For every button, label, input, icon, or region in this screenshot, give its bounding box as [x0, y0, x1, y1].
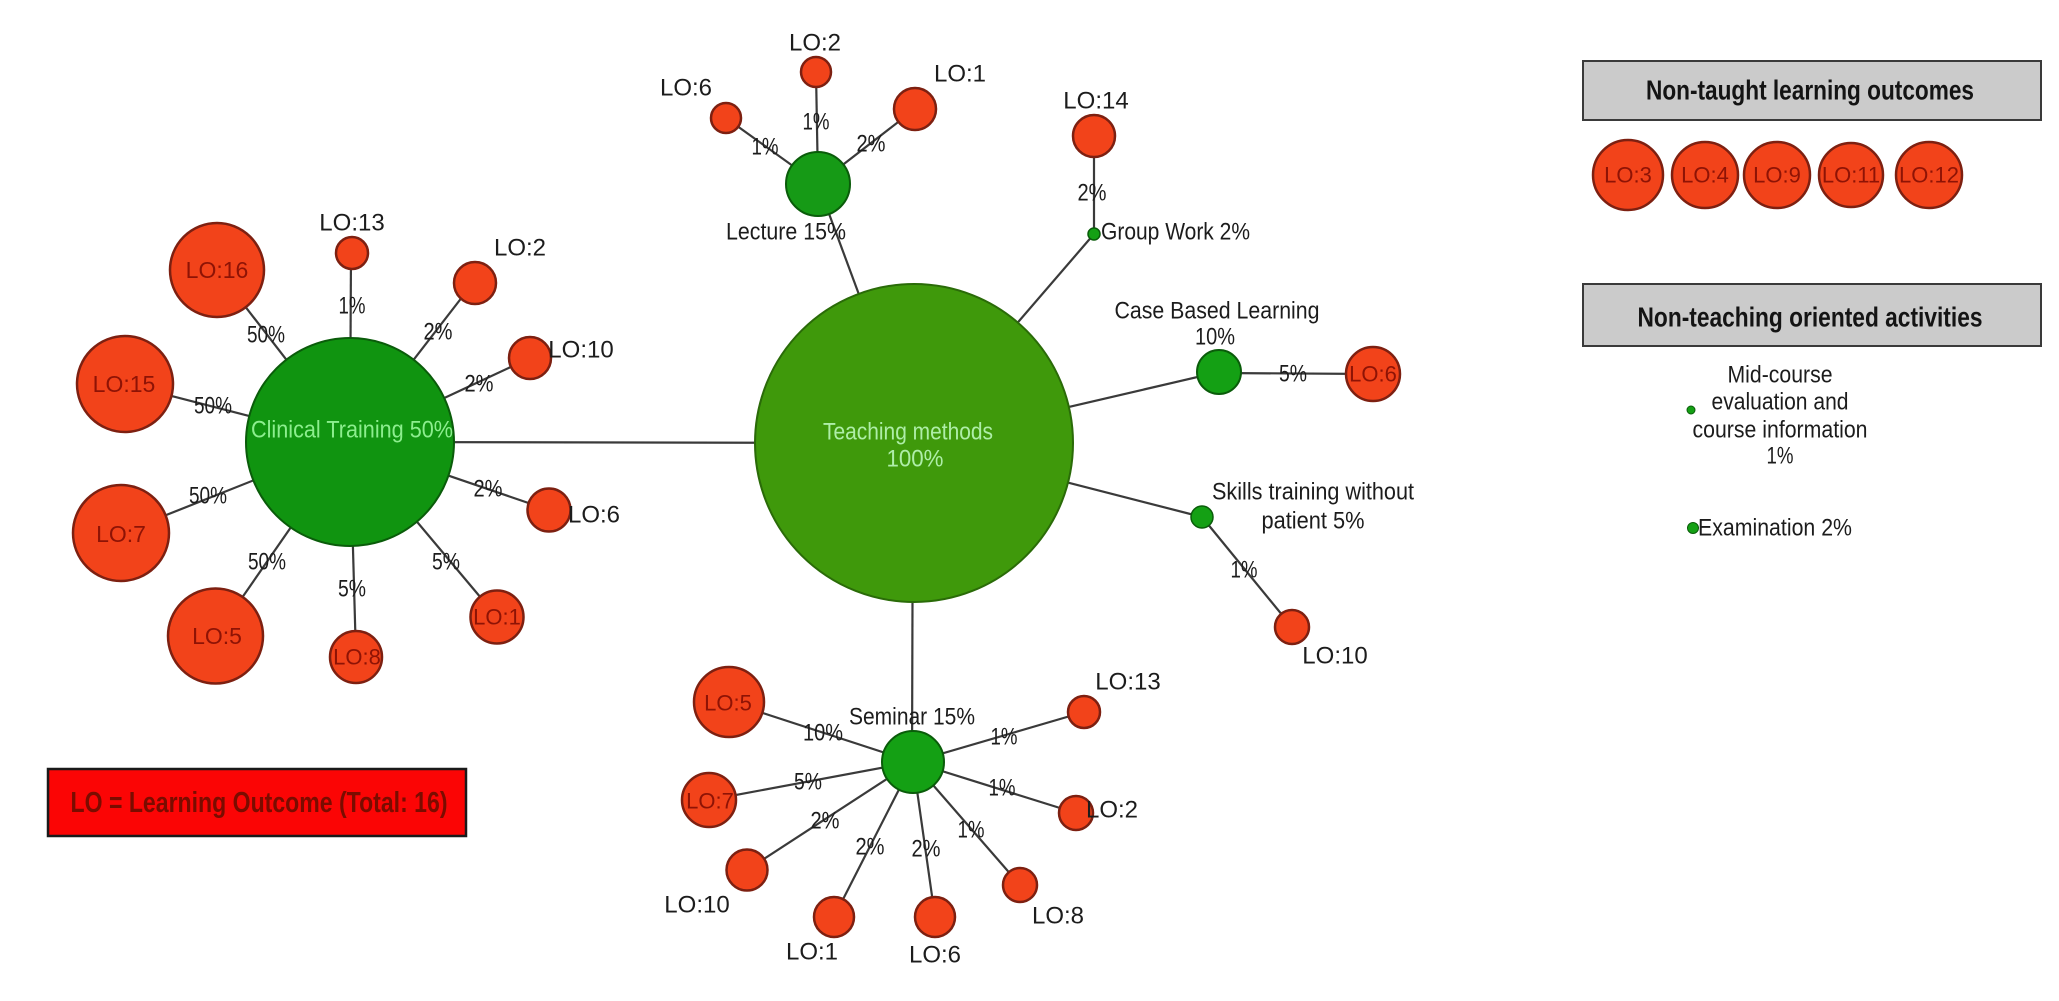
- svg-text:Skills training without: Skills training without: [1212, 479, 1414, 506]
- svg-text:LO:10: LO:10: [1302, 643, 1367, 670]
- svg-text:5%: 5%: [1279, 361, 1307, 388]
- svg-text:LO:4: LO:4: [1681, 163, 1729, 188]
- svg-text:50%: 50%: [247, 322, 285, 349]
- svg-text:1%: 1%: [339, 293, 366, 320]
- svg-text:patient 5%: patient 5%: [1262, 508, 1365, 535]
- svg-text:LO:9: LO:9: [1753, 163, 1801, 188]
- svg-text:5%: 5%: [338, 576, 366, 603]
- svg-text:1%: 1%: [958, 817, 985, 844]
- svg-text:LO:1: LO:1: [786, 939, 838, 966]
- svg-text:Lecture 15%: Lecture 15%: [726, 219, 846, 246]
- svg-text:course information: course information: [1693, 417, 1868, 444]
- svg-text:1%: 1%: [752, 134, 779, 161]
- svg-text:1%: 1%: [1231, 557, 1258, 584]
- svg-text:LO:2: LO:2: [1086, 797, 1138, 824]
- svg-text:2%: 2%: [811, 808, 840, 835]
- svg-text:2%: 2%: [856, 834, 885, 861]
- svg-text:2%: 2%: [857, 131, 886, 158]
- svg-text:1%: 1%: [991, 724, 1018, 751]
- svg-text:Non-taught learning outcomes: Non-taught learning outcomes: [1646, 75, 1974, 106]
- svg-text:LO:14: LO:14: [1063, 88, 1128, 115]
- svg-text:1%: 1%: [989, 775, 1016, 802]
- svg-text:LO:6: LO:6: [660, 75, 712, 102]
- svg-text:2%: 2%: [465, 371, 494, 398]
- svg-text:LO:1: LO:1: [934, 61, 986, 88]
- svg-text:LO:5: LO:5: [704, 691, 752, 716]
- svg-text:2%: 2%: [474, 476, 503, 503]
- svg-text:LO:10: LO:10: [548, 337, 613, 364]
- svg-text:LO:6: LO:6: [1349, 362, 1397, 387]
- svg-text:Case Based Learning: Case Based Learning: [1115, 298, 1320, 325]
- svg-text:Clinical Training 50%: Clinical Training 50%: [251, 417, 453, 444]
- svg-text:1%: 1%: [1767, 443, 1794, 470]
- svg-text:LO:3: LO:3: [1604, 163, 1652, 188]
- svg-text:Group Work 2%: Group Work 2%: [1101, 219, 1250, 246]
- svg-text:100%: 100%: [887, 446, 944, 473]
- svg-text:LO:13: LO:13: [319, 210, 384, 237]
- svg-text:10%: 10%: [803, 720, 843, 747]
- svg-text:LO:6: LO:6: [909, 942, 961, 969]
- svg-text:Mid-course: Mid-course: [1728, 362, 1833, 389]
- svg-text:LO:2: LO:2: [494, 235, 546, 262]
- svg-text:2%: 2%: [424, 319, 453, 346]
- svg-text:LO:15: LO:15: [93, 371, 156, 397]
- svg-text:Examination 2%: Examination 2%: [1698, 515, 1852, 542]
- svg-text:5%: 5%: [432, 549, 460, 576]
- svg-text:LO:13: LO:13: [1095, 669, 1160, 696]
- svg-text:Non-teaching oriented activiti: Non-teaching oriented activities: [1638, 302, 1983, 333]
- svg-text:2%: 2%: [912, 836, 941, 863]
- svg-text:evaluation and: evaluation and: [1712, 389, 1849, 416]
- svg-text:LO:10: LO:10: [664, 892, 729, 919]
- svg-text:1%: 1%: [803, 109, 830, 136]
- svg-text:50%: 50%: [194, 393, 232, 420]
- svg-text:LO = Learning Outcome (Total:: LO = Learning Outcome (Total: 16): [71, 787, 448, 819]
- svg-text:LO:16: LO:16: [186, 257, 249, 283]
- svg-text:LO:12: LO:12: [1899, 163, 1959, 188]
- svg-text:LO:1: LO:1: [473, 605, 521, 630]
- svg-text:LO:6: LO:6: [568, 502, 620, 529]
- svg-text:LO:7: LO:7: [96, 521, 146, 547]
- svg-text:5%: 5%: [794, 769, 822, 796]
- svg-text:Teaching methods: Teaching methods: [823, 419, 993, 446]
- svg-text:LO:8: LO:8: [333, 645, 381, 670]
- svg-text:10%: 10%: [1195, 324, 1235, 351]
- svg-text:50%: 50%: [189, 483, 227, 510]
- svg-text:Seminar 15%: Seminar 15%: [849, 704, 975, 731]
- svg-text:LO:8: LO:8: [1032, 903, 1084, 930]
- svg-text:2%: 2%: [1078, 180, 1107, 207]
- svg-text:LO:5: LO:5: [192, 623, 242, 649]
- svg-text:LO:11: LO:11: [1822, 163, 1880, 188]
- svg-text:LO:7: LO:7: [686, 789, 734, 814]
- svg-text:50%: 50%: [248, 549, 286, 576]
- svg-text:LO:2: LO:2: [789, 30, 841, 57]
